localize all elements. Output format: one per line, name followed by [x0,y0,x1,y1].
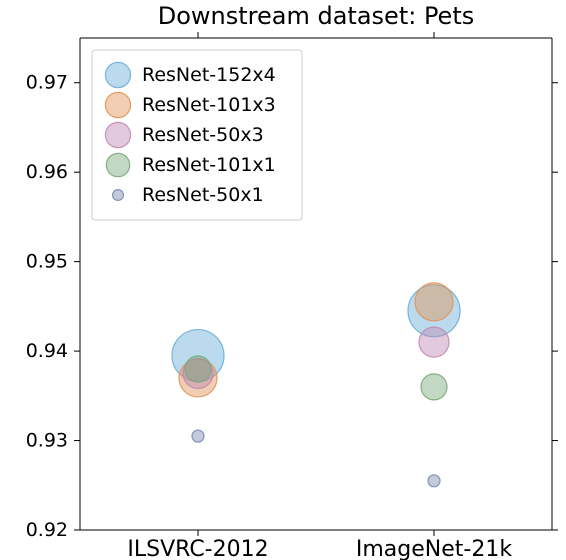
legend-label: ResNet-101x3 [142,94,276,116]
ytick-label: 0.94 [26,340,68,362]
data-point [421,374,447,400]
ytick-label: 0.95 [26,251,68,273]
legend-marker [113,190,124,201]
xtick-label: ImageNet-21k [356,537,512,560]
data-point [415,283,453,321]
chart-svg: Downstream dataset: Pets 0.92 0.93 0.94 0.95… [0,0,566,560]
xtick-label: ILSVRC-2012 [127,537,268,560]
ytick-label: 0.93 [26,430,68,452]
data-point [192,430,204,442]
scatter-chart: Downstream dataset: Pets 0.92 0.93 0.94 0.95… [0,0,566,560]
data-point [185,356,211,382]
ytick-label: 0.92 [26,519,68,541]
chart-title: Downstream dataset: Pets [158,2,475,30]
legend-label: ResNet-50x3 [142,124,264,146]
legend-marker [106,153,129,176]
legend-label: ResNet-152x4 [142,64,276,86]
data-point [428,475,440,487]
legend-marker [105,122,130,147]
legend-label: ResNet-101x1 [142,154,276,176]
legend-marker [105,62,130,87]
data-point [419,327,449,357]
ytick-label: 0.97 [26,72,68,94]
ytick-label: 0.96 [26,161,68,183]
legend-marker [105,92,130,117]
legend-label: ResNet-50x1 [142,184,264,206]
